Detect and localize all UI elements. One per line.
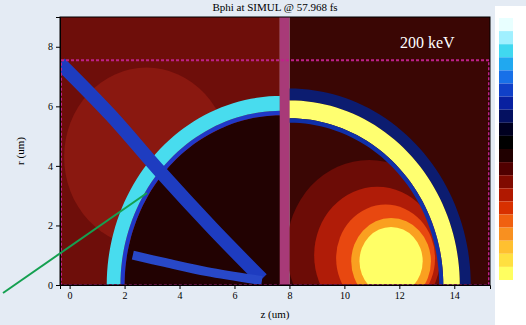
region-group (60, 63, 262, 279)
region-group (289, 100, 459, 285)
x-tick-label: 4 (178, 290, 183, 301)
plot-area (60, 17, 490, 285)
x-axis: 0 2 4 6 8 10 12 14 (61, 285, 491, 301)
x-tick: 6 (232, 285, 237, 301)
y-tick: 6 (48, 101, 60, 112)
colorbar-swatch (499, 136, 513, 149)
colorbar-swatch (499, 149, 513, 162)
x-tick-label: 12 (395, 290, 405, 301)
y-tick-mark (56, 285, 60, 286)
colorbar-swatch (499, 188, 513, 201)
colorbar-swatch (499, 228, 513, 241)
y-tick: 0 (48, 280, 60, 291)
field-blob (359, 227, 422, 285)
colorbar-swatch (499, 162, 513, 175)
sim-boundary (61, 60, 489, 285)
region-group (289, 88, 470, 285)
region-group (107, 96, 280, 285)
chart: 0 2 4 6 8 10 12 14 0 2 4 6 8 Bphi at SIMUL @ 57.968 f… (0, 0, 526, 325)
field-region (280, 17, 290, 285)
colorbar-swatch (499, 18, 513, 31)
x-tick: 10 (340, 285, 350, 301)
colorbar-swatch (499, 44, 513, 57)
y-tick: 2 (48, 220, 60, 231)
colorbar (499, 18, 513, 280)
x-tick-mark (454, 285, 455, 289)
colorbar-swatch (499, 123, 513, 136)
x-tick: 0 (68, 285, 73, 301)
x-tick-mark (125, 285, 126, 289)
x-axis-line (61, 286, 491, 290)
colorbar-swatch (499, 57, 513, 70)
x-tick-mark (399, 285, 400, 289)
x-tick-label: 2 (123, 290, 128, 301)
region-group (359, 227, 422, 285)
plot-frame (60, 17, 490, 285)
field-shell (289, 88, 470, 285)
x-tick-mark (70, 285, 71, 289)
colorbar-swatch (499, 110, 513, 123)
colorbar-swatch (499, 254, 513, 267)
y-axis: 0 2 4 6 8 (48, 18, 61, 291)
y-tick-mark (56, 47, 60, 48)
annotation: 200 keV (400, 34, 455, 51)
colorbar-panel (495, 6, 526, 325)
colorbar-swatch (499, 241, 513, 254)
x-tick: 8 (287, 285, 292, 301)
region-group (125, 115, 280, 285)
region-group (120, 111, 279, 285)
x-tick-label: 0 (68, 290, 73, 301)
region-group (336, 205, 435, 285)
pointer-line (3, 193, 147, 293)
x-axis-title: z (um) (260, 308, 289, 321)
y-axis-title: r (um) (14, 137, 27, 165)
x-tick-mark (344, 285, 345, 289)
colorbar-swatch (499, 215, 513, 228)
x-tick-mark (234, 285, 235, 289)
colorbar-swatch (499, 70, 513, 83)
region-group (289, 118, 443, 285)
y-tick-label: 2 (48, 220, 53, 231)
field-band (133, 255, 262, 280)
field-shell (120, 111, 279, 285)
field-blob (125, 115, 280, 285)
x-tick-label: 8 (287, 290, 292, 301)
y-tick-label: 6 (48, 101, 53, 112)
title: Bphi at SIMUL @ 57.968 fs (212, 1, 337, 13)
colorbar-swatch (499, 97, 513, 110)
region-group (133, 255, 262, 280)
field-shell (107, 96, 280, 285)
colorbar-swatch (499, 31, 513, 44)
y-tick: 4 (48, 161, 60, 172)
colorbar-swatch (499, 175, 513, 188)
field-blob (336, 205, 435, 285)
x-tick-label: 14 (450, 290, 460, 301)
x-tick: 12 (395, 285, 405, 301)
field-band (60, 63, 262, 279)
region-group (351, 218, 431, 285)
field-blob (351, 218, 431, 285)
x-tick: 14 (450, 285, 460, 301)
y-tick-mark (56, 106, 60, 107)
y-tick-label: 8 (48, 41, 53, 52)
x-tick-label: 6 (232, 290, 237, 301)
y-tick-mark (56, 225, 60, 226)
x-tick-label: 10 (340, 290, 350, 301)
y-tick-label: 0 (48, 280, 53, 291)
x-tick-mark (180, 285, 181, 289)
field-shell (289, 100, 459, 285)
colorbar-swatch (499, 84, 513, 97)
x-tick-mark (289, 285, 290, 289)
y-axis-line (56, 18, 61, 286)
y-tick-mark (56, 166, 60, 167)
colorbar-swatch (499, 267, 513, 280)
y-tick-label: 4 (48, 161, 53, 172)
y-tick: 8 (48, 41, 60, 52)
colorbar-swatch (499, 201, 513, 214)
field-shell (289, 118, 443, 285)
x-tick: 4 (178, 285, 183, 301)
x-tick: 2 (123, 285, 128, 301)
